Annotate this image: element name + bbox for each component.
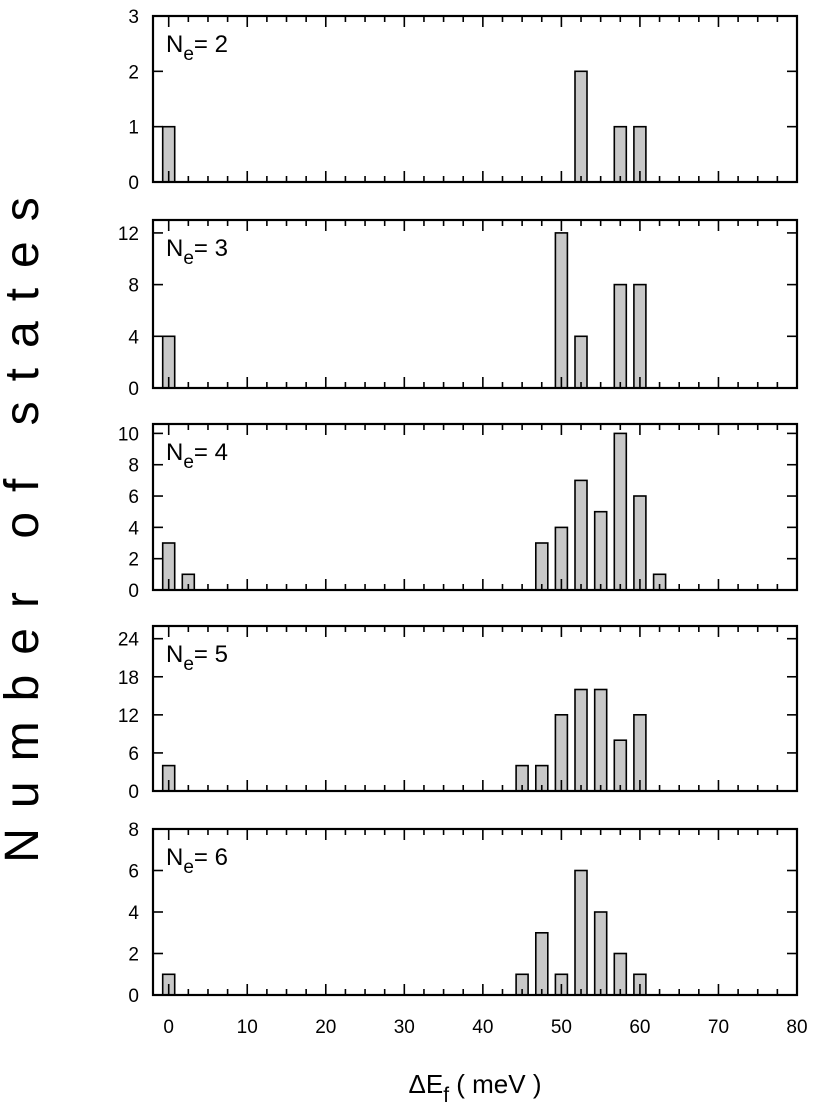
- panel-2: 0 4 8 12 Ne= 3: [118, 218, 799, 400]
- y-tick-label: 0: [128, 986, 139, 1007]
- y-tick-label: 4: [128, 903, 139, 924]
- y-tick-label: 24: [118, 630, 140, 651]
- panel-label: Ne= 2: [166, 31, 228, 65]
- y-tick-label: 10: [118, 424, 139, 445]
- y-tick-label: 3: [128, 7, 139, 28]
- panel-4: 0 6 12 18 24 Ne= 5: [118, 624, 799, 803]
- x-tick-label: 50: [551, 1017, 572, 1038]
- bar: [613, 739, 628, 792]
- y-tick-label: 8: [128, 276, 139, 297]
- bar: [633, 713, 647, 792]
- y-tick-label: 6: [128, 862, 139, 883]
- y-tick-label: 1: [128, 118, 139, 139]
- bar: [574, 688, 588, 792]
- y-tick-label: 2: [128, 945, 139, 966]
- y-tick-label: 6: [128, 487, 139, 508]
- y-tick-label: 8: [128, 820, 139, 841]
- x-axis-title: ΔEf ( meV ): [408, 1069, 541, 1107]
- bar: [554, 713, 569, 792]
- panel-frame: [151, 218, 799, 390]
- bar: [574, 869, 588, 996]
- y-tick-label: 6: [128, 744, 139, 765]
- panel-label: Ne= 6: [166, 844, 228, 878]
- y-tick-label: 2: [128, 62, 139, 83]
- x-tick-label: 40: [472, 1017, 493, 1038]
- bar: [593, 510, 608, 591]
- panel-frame: [151, 624, 799, 793]
- x-tick-label: 20: [315, 1017, 336, 1038]
- x-tick-label: 60: [629, 1017, 650, 1038]
- bar: [633, 495, 647, 591]
- bar: [613, 283, 628, 389]
- y-tick-label: 0: [128, 379, 139, 400]
- bar: [613, 952, 628, 996]
- y-tick-label: 4: [128, 518, 139, 539]
- y-tick-label: 4: [128, 327, 139, 348]
- panel-5: 0 2 4 6 8 Ne= 6: [128, 820, 799, 1007]
- y-tick-label: 12: [118, 706, 139, 727]
- panel-1: 0 1 2 3 Ne= 2: [128, 7, 799, 194]
- panel-frame: [151, 14, 799, 184]
- bar: [574, 335, 588, 389]
- bar: [593, 688, 608, 792]
- panel-frame: [151, 827, 799, 997]
- panel-frame: [151, 422, 799, 592]
- bar: [534, 542, 549, 591]
- bar: [593, 911, 608, 996]
- x-tick-label: 70: [708, 1017, 729, 1038]
- y-tick-label: 18: [118, 668, 139, 689]
- y-tick-label: 0: [128, 173, 139, 194]
- panel-label: Ne= 3: [166, 235, 228, 269]
- panel-3: 0 2 4 6 8 10 Ne= 4: [118, 422, 799, 602]
- panel-label: Ne= 4: [166, 439, 228, 473]
- bar: [633, 283, 647, 389]
- y-tick-label: 0: [128, 581, 139, 602]
- panel-label: Ne= 5: [166, 641, 228, 675]
- x-tick-label: 10: [237, 1017, 258, 1038]
- x-tick-label: 30: [394, 1017, 415, 1038]
- bar: [574, 70, 588, 183]
- y-tick-label: 2: [128, 550, 139, 571]
- y-tick-label: 8: [128, 456, 139, 477]
- bar: [534, 931, 549, 996]
- bar: [613, 432, 628, 591]
- y-axis-title: Number of states: [0, 177, 49, 862]
- x-tick-label: 80: [786, 1017, 807, 1038]
- x-tick-label: 0: [163, 1017, 174, 1038]
- y-tick-label: 0: [128, 782, 139, 803]
- bar: [574, 479, 588, 591]
- bar: [613, 125, 628, 183]
- bar: [554, 232, 569, 389]
- y-tick-label: 12: [118, 224, 139, 245]
